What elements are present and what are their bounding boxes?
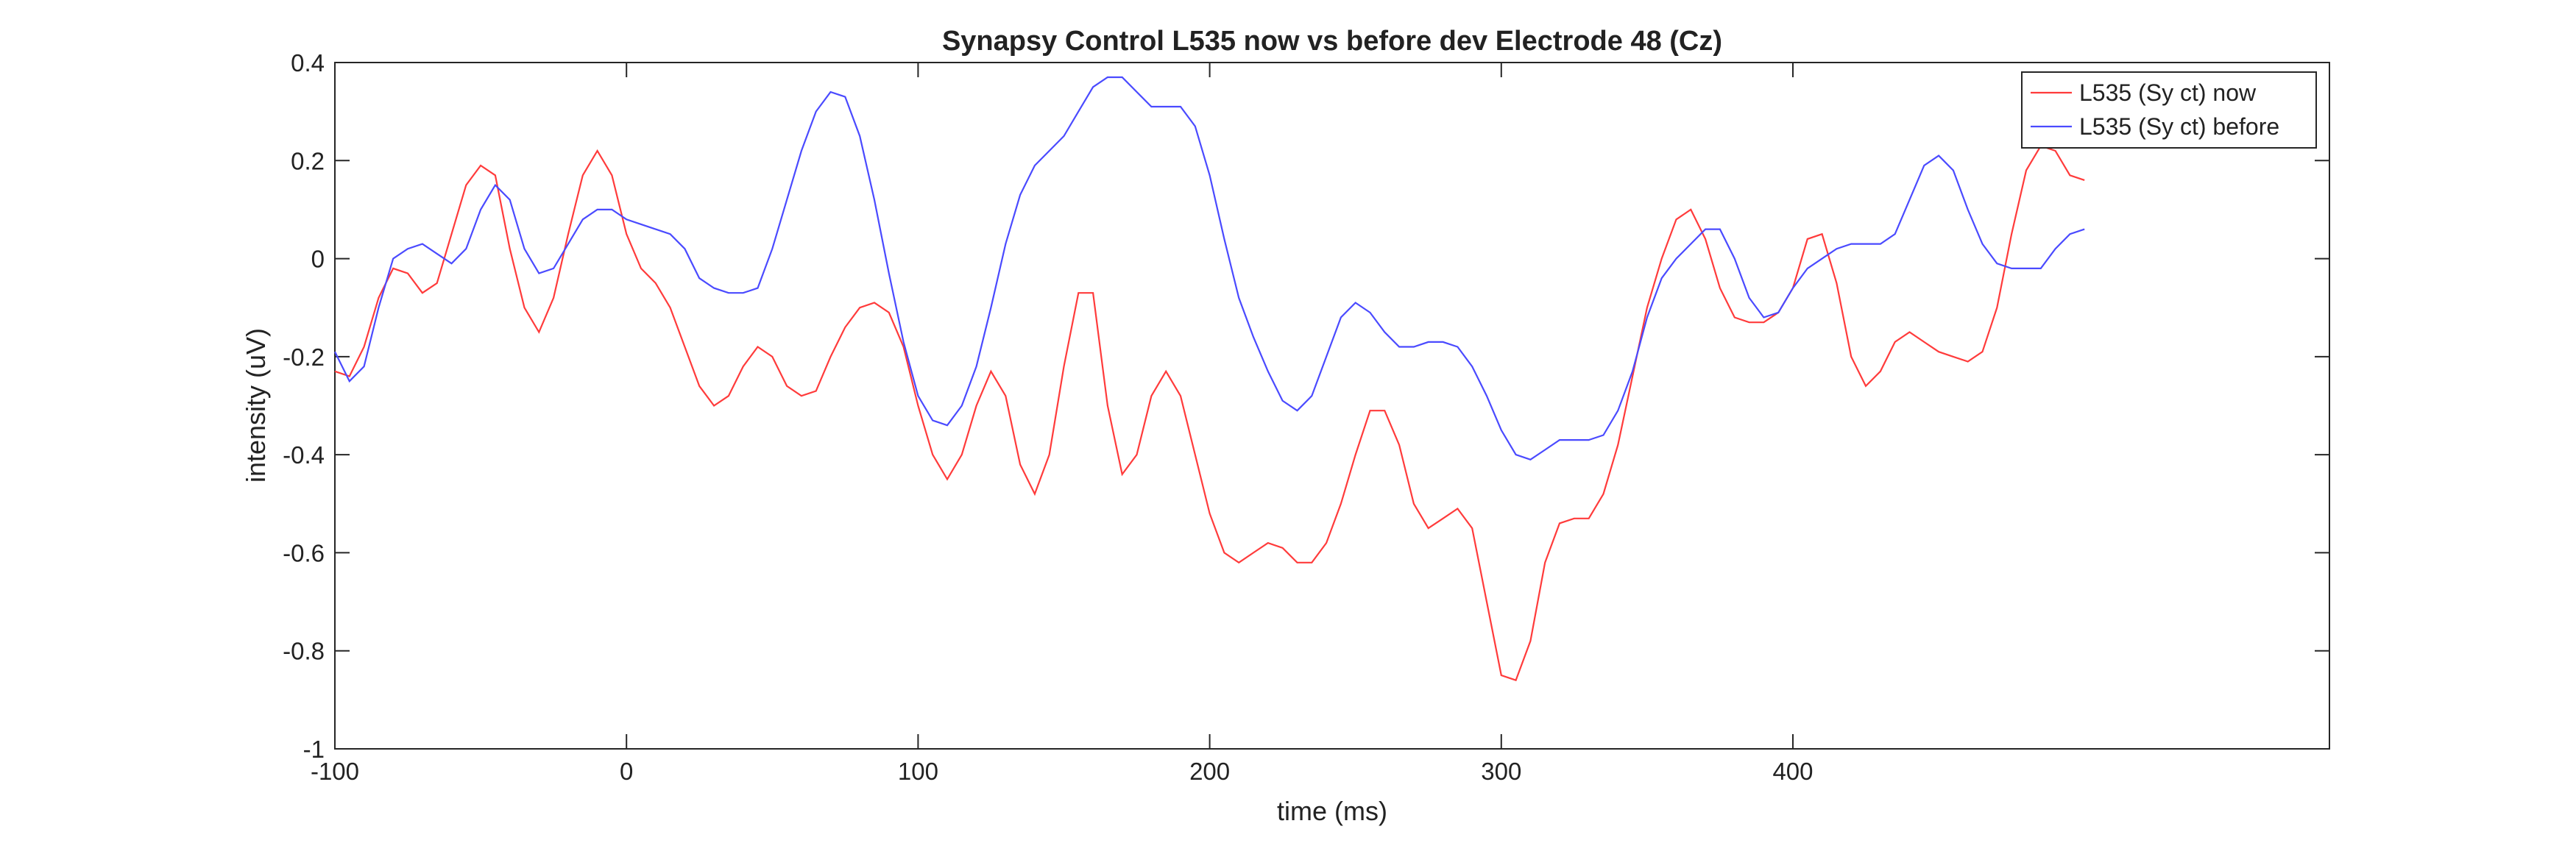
y-axis-label: intensity (uV): [241, 328, 271, 483]
plot-area: [334, 62, 2330, 750]
y-tick-label: -0.2: [283, 344, 325, 371]
x-tick-label: 0: [620, 758, 633, 785]
x-axis-label: time (ms): [1277, 796, 1387, 826]
y-tick-label: 0.4: [291, 49, 325, 77]
y-tick-label: 0: [311, 246, 325, 273]
legend-box: [2021, 71, 2317, 149]
x-tick-label: 400: [1772, 758, 1813, 785]
y-tick-label: -0.4: [283, 441, 325, 469]
y-tick-label: -1: [303, 736, 325, 763]
x-tick-label: 100: [898, 758, 938, 785]
y-tick-label: 0.2: [291, 147, 325, 174]
legend-label: L535 (Sy ct) before: [2079, 113, 2279, 140]
x-tick-label: 200: [1189, 758, 1230, 785]
x-tick-label: 300: [1481, 758, 1521, 785]
chart-title: Synapsy Control L535 now vs before dev E…: [942, 26, 1722, 57]
x-tick-label: -100: [311, 758, 359, 785]
y-tick-label: -0.6: [283, 539, 325, 566]
legend-label: L535 (Sy ct) now: [2079, 79, 2257, 106]
line-series: [334, 76, 2085, 461]
y-tick-label: -0.8: [283, 638, 325, 665]
